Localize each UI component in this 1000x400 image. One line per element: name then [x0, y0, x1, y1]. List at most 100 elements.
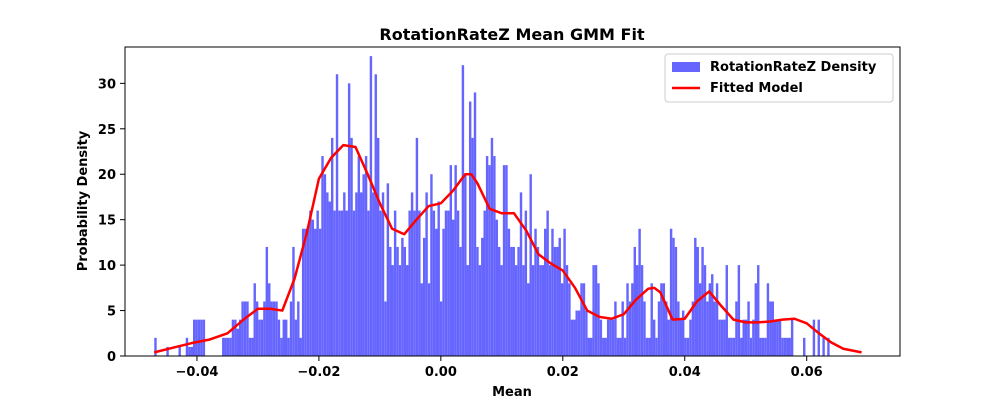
- histogram-bar: [790, 319, 794, 356]
- fitted-model-line-group: [153, 143, 862, 354]
- y-tick-label: 25: [98, 123, 116, 138]
- histogram-bar: [643, 301, 646, 356]
- histogram-bar: [355, 192, 358, 356]
- histogram-bar: [684, 337, 687, 356]
- histogram-bar: [485, 156, 489, 356]
- histogram-bar: [529, 174, 532, 356]
- histogram-bar: [393, 210, 397, 356]
- histogram-bar: [222, 337, 225, 356]
- histogram-bar: [527, 283, 530, 356]
- histogram-bar: [299, 337, 302, 356]
- histogram-bar: [454, 165, 457, 356]
- x-axis-ticks: −0.04 −0.02 0.00 0.02 0.04 0.06: [175, 356, 823, 380]
- histogram-bar: [476, 246, 479, 356]
- histogram-bar: [229, 337, 232, 356]
- histogram-bar: [292, 246, 295, 356]
- histogram-bar: [597, 283, 600, 356]
- histogram-bar: [389, 246, 392, 356]
- histogram-bar: [783, 337, 787, 356]
- x-axis-label: Mean: [492, 385, 532, 400]
- legend-histogram-swatch: [672, 62, 700, 72]
- histogram-bar: [635, 265, 639, 356]
- histogram-bar: [553, 246, 557, 356]
- histogram-bar: [677, 301, 680, 356]
- histogram-bar: [568, 283, 571, 356]
- histogram-bar: [749, 337, 753, 356]
- histogram-bar: [335, 74, 339, 356]
- histogram-bar: [611, 319, 615, 356]
- histogram-bar: [558, 237, 561, 356]
- histogram-bar: [272, 301, 276, 356]
- histogram-bar: [289, 301, 293, 356]
- histogram-bar: [253, 283, 256, 356]
- histogram-bar: [321, 156, 324, 356]
- histogram-bar: [531, 265, 535, 356]
- histogram-bar: [258, 319, 261, 356]
- legend-histogram-label: RotationRateZ Density: [710, 60, 877, 75]
- histogram-bar: [374, 74, 377, 356]
- histogram-bar: [270, 301, 273, 356]
- histogram-bar: [628, 301, 632, 356]
- histogram-bar: [551, 228, 554, 356]
- histogram-bar: [238, 319, 242, 356]
- histogram-bar: [442, 228, 445, 356]
- histogram-bar: [619, 337, 622, 356]
- histogram-bar: [384, 301, 387, 356]
- y-tick-label: 30: [98, 77, 116, 92]
- histogram-bar: [616, 337, 620, 356]
- histogram-bar: [275, 301, 278, 356]
- histogram-bar: [323, 174, 327, 356]
- histogram-bar: [311, 219, 315, 356]
- histogram-bar: [505, 165, 508, 356]
- histogram-bar: [248, 337, 252, 356]
- histogram-bar: [268, 283, 271, 356]
- histogram-bar: [669, 228, 673, 356]
- histogram-bar: [263, 301, 266, 356]
- histogram-bar: [294, 319, 298, 356]
- histogram-bar: [648, 337, 651, 356]
- histogram-bar: [360, 192, 363, 356]
- histogram-bar: [737, 265, 741, 356]
- histogram-bar: [422, 237, 426, 356]
- histogram-bar: [347, 83, 351, 356]
- histogram-bar: [427, 283, 431, 356]
- y-tick-label: 0: [107, 350, 116, 365]
- histogram-bar: [498, 246, 501, 356]
- histogram-bar: [234, 319, 237, 356]
- histogram-bars: [154, 56, 830, 357]
- histogram-bar: [594, 265, 598, 356]
- plot-frame: [124, 46, 901, 357]
- histogram-bar: [514, 265, 518, 356]
- histogram-bar: [166, 346, 169, 356]
- histogram-bar: [715, 283, 719, 356]
- histogram-bar: [483, 210, 486, 356]
- histogram-bar: [507, 228, 511, 356]
- histogram-bar: [488, 165, 491, 356]
- histogram-bar: [461, 65, 465, 357]
- histogram-bar: [556, 246, 559, 356]
- histogram-bar: [536, 246, 540, 356]
- histogram-bar: [614, 301, 617, 356]
- histogram-bar: [573, 319, 576, 356]
- histogram-bar: [478, 265, 482, 356]
- histogram-bar: [369, 56, 373, 357]
- histogram-bar: [752, 319, 755, 356]
- histogram-bar: [466, 265, 469, 356]
- histogram-bar: [604, 337, 607, 356]
- histogram-bar: [430, 174, 433, 356]
- histogram-bar: [473, 92, 477, 356]
- histogram-bar: [410, 192, 414, 356]
- histogram-bar: [657, 301, 661, 356]
- histogram-bar: [565, 265, 569, 356]
- histogram-bar: [754, 283, 758, 356]
- y-tick-label: 5: [107, 305, 116, 320]
- histogram-bar: [747, 301, 750, 356]
- histogram-bar: [706, 301, 709, 356]
- histogram-bar: [718, 319, 721, 356]
- histogram-bar: [773, 319, 777, 356]
- histogram-bar: [350, 137, 353, 356]
- histogram-bar: [621, 301, 624, 356]
- histogram-bar: [493, 156, 496, 356]
- histogram-bar: [539, 265, 542, 356]
- fitted-model-line: [153, 143, 862, 354]
